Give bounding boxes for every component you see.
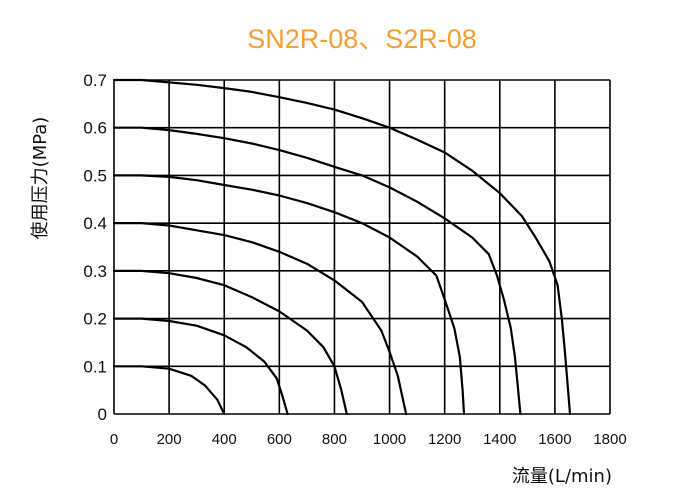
y-tick-label: 0.1 [83, 357, 107, 376]
chart-title: SN2R-08、S2R-08 [247, 24, 477, 54]
curve-0.7mpa [112, 78, 572, 416]
x-tick-labels: 0 200 400 600 800 1000 1200 1400 1600 1800 [110, 431, 627, 448]
x-tick-label: 800 [322, 431, 347, 448]
curve-0.1mpa [112, 365, 226, 416]
y-tick-labels: 0 0.1 0.2 0.3 0.4 0.5 0.6 0.7 [83, 71, 107, 424]
x-tick-label: 1600 [538, 431, 571, 448]
x-tick-label: 200 [157, 431, 182, 448]
y-tick-label: 0.6 [83, 119, 107, 138]
y-tick-label: 0.7 [83, 71, 107, 90]
x-tick-label: 1800 [593, 431, 626, 448]
curves [112, 78, 572, 416]
curve-0.5mpa [112, 174, 466, 416]
x-tick-label: 1000 [373, 431, 406, 448]
y-tick-label: 0 [98, 405, 107, 424]
curve-0.4mpa [112, 222, 408, 416]
grid [113, 79, 611, 415]
y-tick-label: 0.3 [83, 262, 107, 281]
x-tick-label: 0 [110, 431, 118, 448]
y-tick-label: 0.2 [83, 310, 107, 329]
curve-0.3mpa [112, 269, 348, 416]
x-tick-label: 600 [267, 431, 292, 448]
y-axis-label: 使用压力(MPa) [30, 117, 51, 240]
y-tick-label: 0.4 [83, 214, 107, 233]
y-tick-label: 0.5 [83, 166, 107, 185]
curve-0.6mpa [112, 126, 522, 416]
x-tick-label: 1400 [483, 431, 516, 448]
x-tick-label: 1200 [428, 431, 461, 448]
x-tick-label: 400 [212, 431, 237, 448]
curve-0.2mpa [112, 317, 289, 416]
x-axis-label: 流量(L/min) [512, 466, 612, 487]
